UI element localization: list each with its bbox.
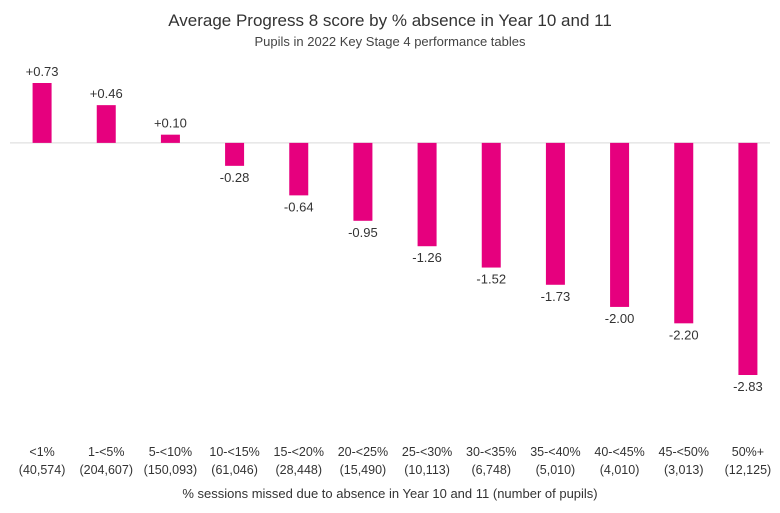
- x-tick-count-5: (28,448): [275, 463, 322, 477]
- bar-3: [160, 134, 180, 143]
- x-tick-count-9: (5,010): [536, 463, 576, 477]
- x-tick-label-12: 50%+: [732, 445, 764, 459]
- x-tick-label-8: 30-<35%: [466, 445, 516, 459]
- x-tick-count-1: (40,574): [19, 463, 66, 477]
- value-label-9: -1.73: [541, 289, 571, 304]
- bar-10: [610, 142, 630, 307]
- value-label-6: -0.95: [348, 225, 378, 240]
- bar-5: [289, 142, 309, 196]
- x-tick-count-7: (10,113): [404, 463, 450, 477]
- x-tick-label-11: 45-<50%: [659, 445, 709, 459]
- x-tick-count-3: (150,093): [144, 463, 198, 477]
- bar-11: [674, 142, 694, 324]
- x-tick-count-8: (6,748): [471, 463, 511, 477]
- value-label-5: -0.64: [284, 199, 314, 214]
- value-label-12: -2.83: [733, 379, 763, 394]
- x-tick-label-7: 25-<30%: [402, 445, 452, 459]
- bar-1: [32, 83, 52, 143]
- bar-8: [481, 142, 501, 268]
- x-tick-count-4: (61,046): [211, 463, 258, 477]
- x-tick-label-5: 15-<20%: [274, 445, 324, 459]
- x-tick-count-6: (15,490): [340, 463, 387, 477]
- x-tick-label-1: <1%: [29, 445, 54, 459]
- value-label-4: -0.28: [220, 170, 250, 185]
- x-tick-count-10: (4,010): [600, 463, 640, 477]
- value-label-10: -2.00: [605, 311, 635, 326]
- bar-7: [417, 142, 437, 247]
- x-tick-count-11: (3,013): [664, 463, 704, 477]
- x-tick-label-3: 5-<10%: [149, 445, 192, 459]
- x-axis-label: % sessions missed due to absence in Year…: [182, 486, 597, 501]
- value-label-1: +0.73: [26, 64, 59, 79]
- x-tick-count-2: (204,607): [79, 463, 133, 477]
- value-label-11: -2.20: [669, 327, 699, 342]
- x-tick-label-2: 1-<5%: [88, 445, 124, 459]
- bar-2: [96, 105, 116, 143]
- value-label-3: +0.10: [154, 116, 187, 131]
- x-tick-label-9: 35-<40%: [530, 445, 580, 459]
- value-label-2: +0.46: [90, 86, 123, 101]
- x-tick-label-4: 10-<15%: [209, 445, 259, 459]
- bars-group: [32, 83, 758, 375]
- bar-6: [353, 142, 373, 221]
- x-tick-label-6: 20-<25%: [338, 445, 388, 459]
- x-tick-count-12: (12,125): [725, 463, 772, 477]
- x-tick-labels-group: <1% (40,574) 1-<5% (204,607) 5-<10% (150,093)…: [19, 445, 771, 477]
- x-tick-label-10: 40-<45%: [594, 445, 644, 459]
- chart-title: Average Progress 8 score by % absence in…: [168, 11, 612, 30]
- chart-subtitle: Pupils in 2022 Key Stage 4 performance t…: [254, 34, 526, 49]
- value-label-8: -1.52: [476, 272, 506, 287]
- bar-4: [225, 142, 245, 166]
- bar-9: [545, 142, 565, 285]
- bar-12: [738, 142, 758, 375]
- value-labels-group: +0.73 +0.46 +0.10 -0.28 -0.64 -0.95 -1.26 -1.52…: [26, 64, 763, 394]
- value-label-7: -1.26: [412, 250, 442, 265]
